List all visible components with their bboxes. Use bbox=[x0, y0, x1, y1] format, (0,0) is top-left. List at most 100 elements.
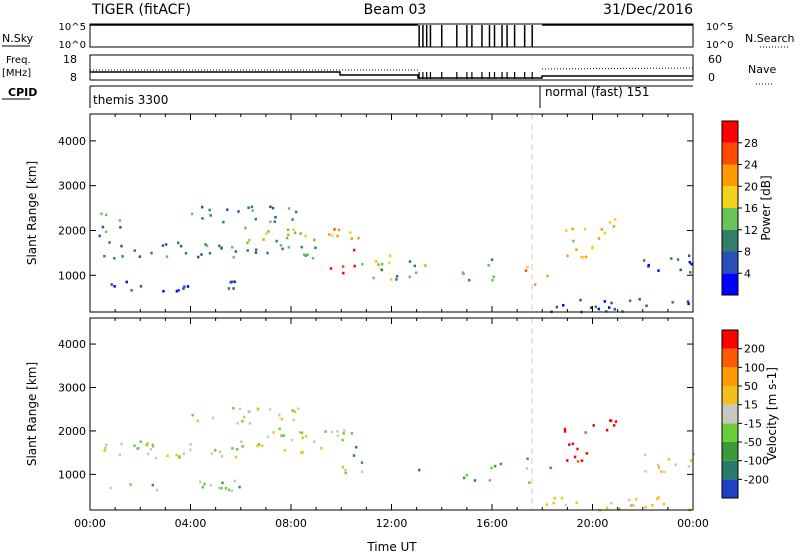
data-cell bbox=[647, 263, 650, 267]
data-cell bbox=[341, 438, 344, 442]
data-cell bbox=[230, 489, 234, 492]
colorbar-block bbox=[722, 367, 738, 386]
data-cell bbox=[278, 413, 281, 417]
data-cell bbox=[591, 247, 594, 250]
data-cell bbox=[313, 238, 316, 242]
colorbar-tick-label: -15 bbox=[744, 417, 762, 430]
data-cell bbox=[287, 233, 290, 237]
data-cell bbox=[244, 226, 247, 230]
data-cell bbox=[314, 246, 317, 250]
data-cell bbox=[491, 278, 494, 282]
data-cell bbox=[291, 409, 294, 412]
data-cell bbox=[232, 407, 235, 410]
data-cell bbox=[635, 497, 638, 501]
data-cell bbox=[295, 210, 298, 214]
data-cell bbox=[281, 247, 284, 251]
data-cell bbox=[341, 265, 345, 268]
data-cell bbox=[583, 227, 587, 231]
data-cell bbox=[306, 253, 309, 256]
data-cell bbox=[233, 280, 236, 284]
data-cell bbox=[254, 251, 258, 254]
data-cell bbox=[490, 258, 494, 261]
data-cell bbox=[133, 444, 136, 447]
data-cell bbox=[462, 272, 465, 276]
data-cell bbox=[490, 466, 493, 470]
colorbar-block bbox=[722, 460, 738, 480]
data-cell bbox=[291, 218, 294, 221]
data-cell bbox=[218, 244, 221, 248]
data-cell bbox=[524, 269, 528, 272]
data-cell bbox=[628, 299, 632, 303]
colorbar-block bbox=[722, 121, 738, 143]
data-cell bbox=[603, 231, 607, 235]
y-tick-label: 3000 bbox=[58, 180, 86, 193]
data-cell bbox=[204, 243, 207, 246]
data-cell bbox=[594, 305, 597, 309]
data-cell bbox=[610, 301, 613, 305]
data-cell bbox=[138, 255, 141, 258]
data-cell bbox=[164, 243, 168, 246]
colorbar-block bbox=[722, 404, 738, 424]
data-cell bbox=[301, 436, 305, 440]
data-cell bbox=[311, 256, 315, 260]
data-cell bbox=[105, 443, 108, 447]
data-cell bbox=[256, 444, 259, 448]
data-cell bbox=[605, 428, 609, 432]
data-cell bbox=[231, 245, 234, 249]
colorbar-tick-label: 8 bbox=[744, 246, 751, 259]
data-cell bbox=[375, 260, 378, 263]
data-cell bbox=[201, 205, 204, 209]
data-cell bbox=[186, 285, 190, 288]
data-cell bbox=[644, 453, 647, 457]
data-cell bbox=[597, 307, 600, 311]
velocity-ylabel: Slant Range [km] bbox=[25, 362, 39, 466]
y-tick-label: 3000 bbox=[58, 382, 86, 395]
velocity-colorbar-frame bbox=[721, 329, 739, 499]
data-cell bbox=[566, 254, 569, 258]
data-cell bbox=[331, 234, 334, 237]
data-cell bbox=[360, 470, 364, 474]
data-cell bbox=[462, 476, 466, 480]
cpid-segment-1: themis 3300 bbox=[93, 93, 168, 107]
data-cell bbox=[571, 227, 574, 231]
data-cell bbox=[353, 248, 356, 252]
date-title: 31/Dec/2016 bbox=[603, 2, 693, 18]
data-cell bbox=[581, 255, 585, 259]
colorbar-block bbox=[722, 386, 738, 405]
data-cell bbox=[220, 247, 223, 250]
data-cell bbox=[125, 280, 128, 284]
data-cell bbox=[120, 244, 123, 248]
data-cell bbox=[662, 502, 666, 506]
data-cell bbox=[350, 432, 353, 435]
power-colorbar-label: Power [dB] bbox=[759, 175, 773, 240]
data-cell bbox=[638, 298, 641, 301]
colorbar-tick-label: 4 bbox=[744, 267, 751, 280]
data-cell bbox=[292, 228, 295, 231]
data-cell bbox=[336, 434, 340, 437]
colorbar-block bbox=[722, 142, 738, 165]
data-cell bbox=[237, 210, 240, 213]
data-cell bbox=[576, 447, 579, 451]
data-cell bbox=[220, 455, 224, 458]
data-cell bbox=[274, 215, 277, 219]
data-cell bbox=[267, 435, 270, 439]
data-cell bbox=[209, 214, 212, 217]
data-cell bbox=[408, 275, 411, 279]
data-cell bbox=[344, 468, 347, 472]
data-cell bbox=[268, 408, 272, 411]
data-cell bbox=[287, 207, 291, 210]
data-cell bbox=[139, 285, 143, 288]
data-cell bbox=[209, 484, 212, 487]
data-cell bbox=[251, 209, 254, 212]
data-cell bbox=[657, 496, 660, 499]
data-cell bbox=[679, 268, 682, 272]
beam-title: Beam 03 bbox=[364, 2, 427, 18]
data-cell bbox=[579, 298, 582, 302]
data-cell bbox=[203, 482, 206, 486]
data-cell bbox=[146, 442, 149, 445]
data-cell bbox=[687, 465, 691, 468]
freq-tick-bottom: 8 bbox=[70, 71, 77, 84]
colorbar-block bbox=[722, 208, 738, 230]
data-cell bbox=[147, 452, 150, 456]
data-cell bbox=[275, 239, 278, 243]
